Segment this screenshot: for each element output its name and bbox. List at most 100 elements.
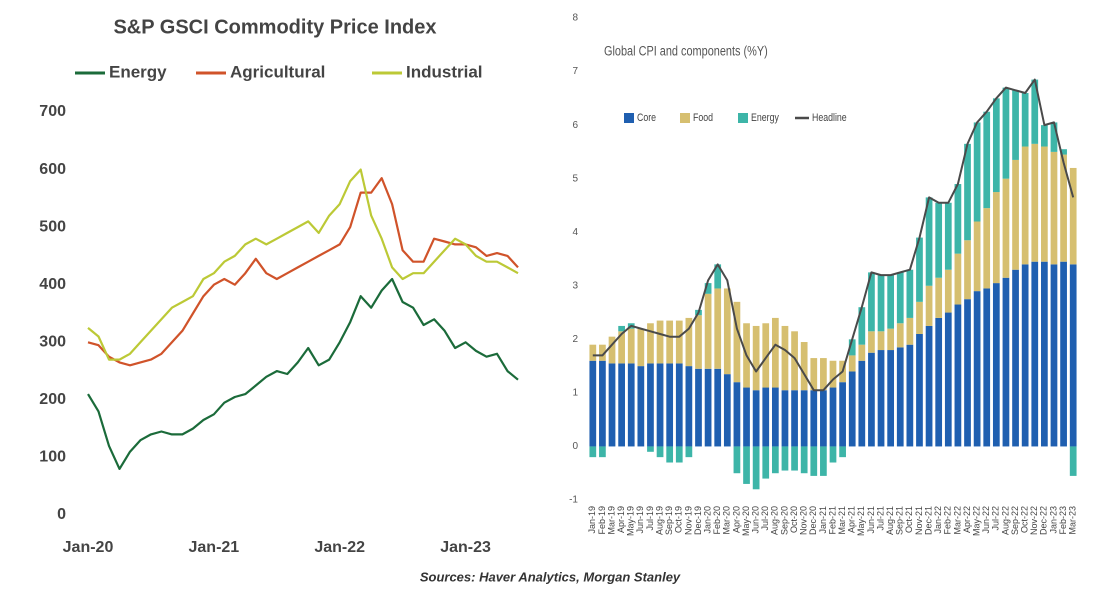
bar-segment: [781, 325, 789, 391]
x-tick-label: Apr-19: [616, 506, 626, 533]
legend-label: Agricultural: [230, 62, 325, 81]
legend-label: Energy: [109, 62, 167, 81]
bar-segment: [858, 360, 866, 447]
x-tick-label: Feb-21: [827, 506, 837, 535]
bar-segment: [877, 350, 885, 447]
bar-segment: [800, 342, 808, 391]
x-tick-label: Aug-19: [654, 506, 664, 535]
bar-segment: [695, 368, 702, 447]
x-tick-label: Oct-19: [674, 506, 684, 533]
bar-segment: [935, 277, 943, 318]
bar-segment: [992, 98, 1000, 193]
bar-segment: [647, 323, 654, 364]
bar-segment: [704, 368, 712, 447]
bar-segment: [656, 363, 664, 447]
y-tick-label: 200: [39, 391, 66, 408]
bar-segment: [1060, 154, 1067, 262]
bar-segment: [685, 317, 693, 367]
y-tick-label: 700: [39, 103, 66, 120]
bar-segment: [887, 350, 895, 447]
bar-segment: [877, 331, 885, 351]
bar-segment: [820, 390, 827, 447]
y-tick-label: 6: [572, 120, 578, 131]
x-tick-label: Jul-20: [760, 506, 770, 531]
bar-segment: [771, 317, 779, 388]
bar-segment: [1002, 178, 1010, 278]
bar-segment: [791, 390, 798, 447]
bar-segment: [704, 293, 712, 369]
bar-segment: [714, 368, 722, 447]
bar-segment: [820, 446, 827, 476]
y-tick-label: 500: [39, 218, 66, 235]
bar-segment: [896, 347, 904, 447]
bar-segment: [1050, 122, 1058, 152]
y-tick-label: 7: [572, 66, 578, 77]
legend-swatch: [680, 113, 690, 123]
x-tick-label: Jun-22: [981, 506, 991, 534]
chart-title: S&P GSCI Commodity Price Index: [113, 16, 436, 38]
y-tick-label: 300: [39, 334, 66, 351]
bar-segment: [685, 366, 693, 447]
x-tick-label: Oct-21: [904, 506, 914, 533]
legend-label: Headline: [812, 112, 847, 124]
bar-segment: [992, 283, 1000, 447]
x-tick-label: Aug-20: [770, 506, 780, 535]
bar-segment: [973, 122, 981, 222]
x-tick-label: May-20: [741, 506, 751, 536]
x-tick-label: Dec-22: [1039, 506, 1049, 535]
y-tick-label: 8: [572, 13, 578, 24]
bar-segment: [887, 275, 895, 329]
bar-segment: [944, 202, 952, 270]
bar-segment: [906, 317, 914, 345]
y-tick-label: 1: [572, 388, 578, 399]
y-tick-label: 100: [39, 449, 66, 466]
x-tick-label: May-19: [626, 506, 636, 536]
bar-segment: [983, 111, 991, 209]
bar-segment: [954, 304, 962, 447]
series-line: [87, 177, 519, 367]
bar-segment: [723, 288, 731, 375]
bar-segment: [762, 323, 770, 388]
bar-segment: [762, 446, 770, 479]
bar-segment: [916, 333, 923, 447]
bar-segment: [675, 446, 683, 463]
legend-swatch: [738, 113, 748, 123]
bar-segment: [964, 240, 971, 300]
x-tick-label: Jun-21: [866, 506, 876, 534]
bar-segment: [954, 253, 962, 305]
bar-segment: [647, 363, 654, 447]
x-tick-label: Feb-22: [943, 506, 953, 535]
bar-segment: [666, 320, 674, 364]
bar-segment: [954, 184, 962, 254]
bar-segment: [810, 358, 818, 391]
x-tick-label: Jan-20: [702, 506, 712, 534]
x-tick-label: Dec-21: [923, 506, 933, 535]
x-tick-label: Feb-20: [712, 506, 722, 535]
x-tick-label: Feb-23: [1058, 506, 1068, 535]
y-tick-label: 400: [39, 276, 66, 293]
bar-segment: [762, 387, 770, 447]
x-tick-label: Jan-22: [314, 539, 365, 556]
y-tick-label: 5: [572, 173, 578, 184]
bar-segment: [743, 387, 750, 447]
bar-segment: [1031, 79, 1039, 144]
bar-segment: [656, 446, 664, 458]
bar-segment: [868, 331, 875, 353]
bar-segment: [1050, 151, 1058, 265]
y-tick-label: 4: [572, 227, 578, 238]
bar-segment: [752, 446, 760, 490]
x-tick-label: Aug-21: [885, 506, 895, 535]
x-tick-label: Mar-23: [1068, 506, 1078, 535]
y-tick-label: 600: [39, 161, 66, 178]
series-line: [87, 168, 519, 361]
x-tick-label: Sep-19: [664, 506, 674, 535]
x-tick-label: Sep-20: [779, 506, 789, 535]
x-tick-label: May-21: [856, 506, 866, 536]
bar-segment: [829, 387, 837, 447]
bar-segment: [656, 320, 664, 364]
x-tick-label: Jul-21: [875, 506, 885, 531]
bar-segment: [935, 202, 943, 278]
bar-segment: [589, 360, 597, 447]
bar-segment: [637, 328, 645, 367]
x-tick-label: Feb-19: [597, 506, 607, 535]
